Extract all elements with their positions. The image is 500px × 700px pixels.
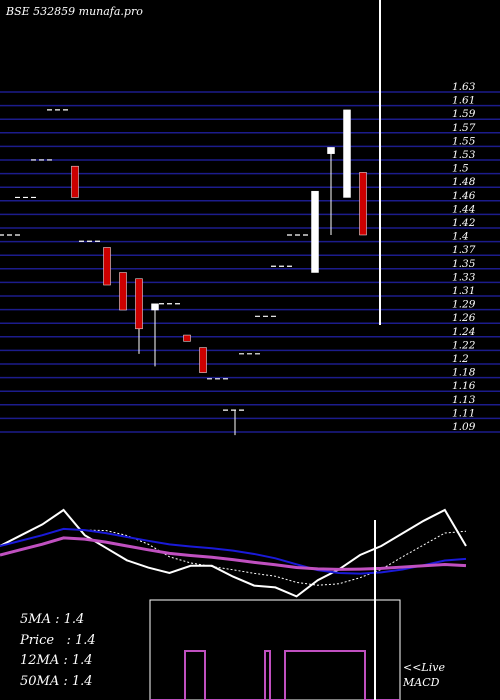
candle <box>359 172 367 236</box>
chart-title: BSE 532859 munafa.pro <box>6 5 143 18</box>
fifty-ma-value: 50MA : 1.4 <box>20 673 93 689</box>
y-tick-label: 1.63 <box>452 81 476 93</box>
y-tick-label: 1.53 <box>452 149 476 161</box>
candle <box>183 334 191 342</box>
candle <box>343 109 351 198</box>
candle-body <box>71 165 79 198</box>
y-tick-label: 1.29 <box>452 299 476 311</box>
y-tick-label: 1.61 <box>452 95 475 107</box>
y-tick-label: 1.59 <box>452 108 476 120</box>
candle <box>327 147 335 235</box>
candle-body <box>183 334 191 342</box>
y-tick-label: 1.24 <box>452 326 475 338</box>
candle <box>311 190 319 273</box>
y-tick-label: 1.18 <box>452 367 476 379</box>
candle-body <box>311 190 319 273</box>
twelve-ma-value: 12MA : 1.4 <box>20 653 93 668</box>
macd-step-line <box>150 650 400 700</box>
y-tick-label: 1.48 <box>452 176 476 188</box>
candle-body <box>103 247 111 286</box>
candle <box>151 303 159 367</box>
candle-body <box>151 303 159 311</box>
y-tick-label: 1.11 <box>452 407 475 419</box>
candle <box>135 278 143 354</box>
y-tick-label: 1.2 <box>452 353 469 365</box>
twelve-ma-line <box>0 527 467 575</box>
y-tick-label: 1.55 <box>452 135 476 147</box>
y-tick-label: 1.44 <box>452 203 475 215</box>
y-tick-label: 1.26 <box>452 312 476 324</box>
live-macd-line2: MACD <box>403 676 440 689</box>
y-tick-label: 1.57 <box>452 122 476 134</box>
candle-body <box>119 272 127 311</box>
candle <box>103 247 111 286</box>
candle-body <box>199 347 207 373</box>
candle <box>199 347 207 373</box>
fifty-ma-line <box>0 536 467 571</box>
candle <box>223 409 247 436</box>
price-gridlines <box>0 91 500 433</box>
candle-body <box>359 172 367 236</box>
live-macd-label: <<Live MACD <box>403 660 445 690</box>
price-line <box>0 508 467 598</box>
candlesticks <box>0 109 367 436</box>
y-axis-tick-labels: 1.63 1.611.59 1.571.55 1.53 1.51.48 1.461.44 1… <box>452 81 476 433</box>
y-tick-label: 1.37 <box>452 244 476 256</box>
candle <box>119 272 127 311</box>
candle <box>71 165 79 198</box>
indicator-values: 5MA : 1.4 Price : 1.4 12MA : 1.4 50MA : … <box>20 610 96 692</box>
y-tick-label: 1.5 <box>452 163 469 175</box>
live-macd-line1: <<Live <box>403 661 445 674</box>
y-tick-label: 1.31 <box>452 285 475 297</box>
candle-body <box>327 147 335 154</box>
y-tick-label: 1.33 <box>452 271 476 283</box>
y-tick-label: 1.35 <box>452 258 476 270</box>
y-tick-label: 1.46 <box>452 190 476 202</box>
y-tick-label: 1.4 <box>452 231 469 243</box>
candle-body <box>343 109 351 198</box>
candle-body <box>135 278 143 330</box>
y-tick-label: 1.42 <box>452 217 476 229</box>
moving-average-lines <box>0 508 467 598</box>
price-value: Price : 1.4 <box>20 632 96 648</box>
y-tick-label: 1.22 <box>452 339 476 351</box>
y-tick-label: 1.16 <box>452 380 476 392</box>
y-tick-label: 1.13 <box>452 394 476 406</box>
macd-panel <box>149 599 401 700</box>
y-tick-label: 1.09 <box>452 421 476 433</box>
five-ma-value: 5MA : 1.4 <box>20 612 85 627</box>
